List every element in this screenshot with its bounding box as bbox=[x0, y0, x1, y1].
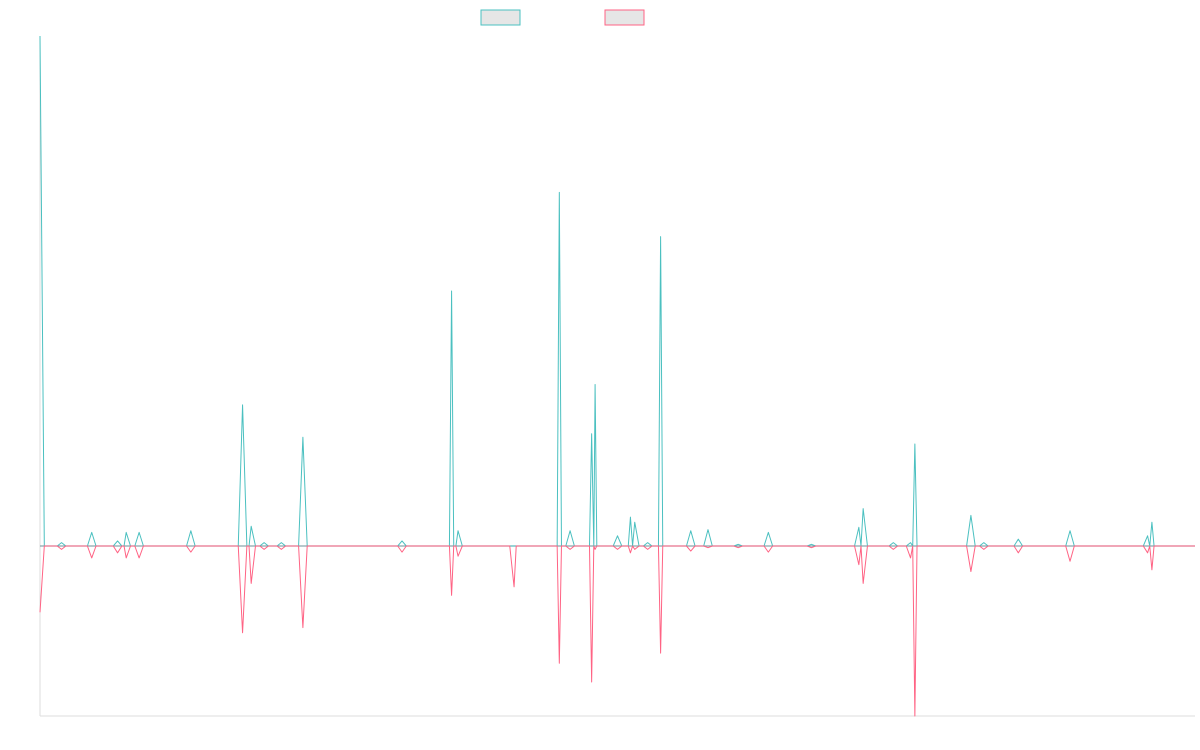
series-group bbox=[39, 35, 1195, 717]
legend-swatch-series-2[interactable] bbox=[604, 9, 645, 26]
legend-swatch-series-1[interactable] bbox=[480, 9, 521, 26]
series-line-2[interactable] bbox=[39, 545, 1195, 717]
series-line-1[interactable] bbox=[39, 35, 1195, 547]
legend bbox=[480, 9, 645, 26]
